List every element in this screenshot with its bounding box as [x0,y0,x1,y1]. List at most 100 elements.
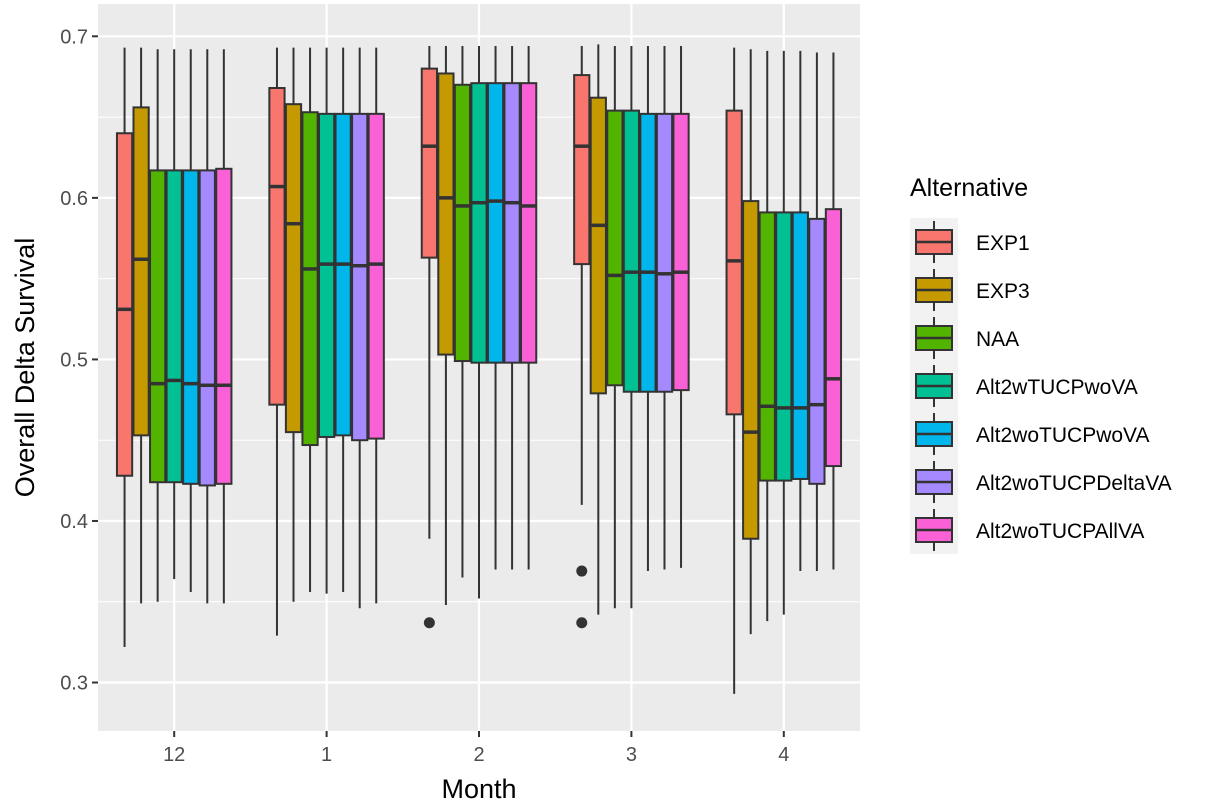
box-EXP3-4 [742,49,760,635]
box-Alt2wTUCPwoVA-3 [622,46,641,609]
legend-label: Alt2wTUCPwoVA [976,376,1138,399]
box-body [470,82,488,364]
box-body [606,109,624,387]
x-tick-label: 2 [473,744,484,766]
box-body [182,169,200,485]
legend-label: Alt2woTUCPDeltaVA [976,472,1172,495]
box-Alt2wTUCPwoVA-2 [470,46,488,599]
box-EXP3-1 [284,47,303,602]
box-body [639,112,657,393]
box-Alt2woTUCPwoVA-1 [334,47,352,593]
x-tick-label: 1 [321,744,332,766]
outlier-point [576,617,588,629]
y-axis-title: Overall Delta Survival [10,238,40,498]
y-tick-label: 0.3 [60,673,88,695]
y-tick-label: 0.4 [60,511,88,533]
box-EXP3-3 [589,44,607,615]
box-body [622,109,641,393]
legend: Alternative EXP1 EXP3 NAA Alt2wTUCPwoVA Alt2… [910,174,1172,554]
y-tick-label: 0.7 [60,26,88,48]
box-EXP1-2 [420,46,438,629]
x-tick-label: 3 [626,744,637,766]
y-tick-label: 0.6 [60,188,88,210]
box-Alt2woTUCPwoVA-4 [791,50,809,572]
box-Alt2woTUCPDeltaVA-2 [503,46,521,570]
box-Alt2woTUCPwoVA-2 [486,46,505,570]
box-Alt2wTUCPwoVA-1 [317,47,336,594]
box-Alt2woTUCPAllVA-1 [367,47,385,604]
x-axis: 12 1 2 3 4 [163,731,789,766]
legend-label: Alt2woTUCPAllVA [976,520,1144,543]
box-body [824,208,843,468]
box-body [317,112,336,438]
box-EXP3-12 [132,47,150,604]
box-Alt2woTUCPwoVA-12 [182,49,200,593]
box-EXP1-4 [725,47,743,694]
box-body [453,83,472,363]
x-axis-title: Month [441,774,516,804]
box-Alt2woTUCPDeltaVA-1 [351,47,369,609]
box-body [165,169,183,484]
box-NAA-2 [453,46,472,578]
box-body [351,112,369,442]
box-body [486,82,505,364]
x-tick-label: 4 [778,744,789,766]
box-Alt2woTUCPAllVA-3 [672,46,690,568]
legend-item: Alt2wTUCPwoVA [915,365,1138,407]
legend-label: EXP3 [976,280,1030,303]
legend-item: EXP1 [915,221,1030,263]
box-body [672,112,690,392]
box-body [437,72,455,356]
box-EXP1-3 [573,46,591,629]
box-EXP3-2 [437,46,455,605]
box-body [115,132,134,477]
box-Alt2wTUCPwoVA-4 [775,50,793,615]
legend-items: EXP1 EXP3 NAA Alt2wTUCPwoVA Alt2woTUCPwoVA Al… [910,218,1172,554]
box-Alt2woTUCPAllVA-4 [824,52,843,570]
box-body [520,82,538,364]
box-body [149,169,167,484]
box-EXP1-1 [268,47,286,636]
y-axis: 0.3 0.4 0.5 0.6 0.7 [60,26,98,695]
box-Alt2woTUCPwoVA-3 [639,46,657,572]
box-body [655,112,674,393]
box-body [334,112,352,437]
box-NAA-3 [606,46,624,609]
box-body [198,169,216,487]
legend-item: Alt2woTUCPDeltaVA [915,461,1172,503]
legend-label: Alt2woTUCPwoVA [976,424,1150,447]
box-body [284,103,303,434]
box-body [215,167,233,485]
box-body [589,96,607,395]
box-NAA-12 [149,49,167,602]
outlier-point [576,565,588,577]
box-Alt2wTUCPwoVA-12 [165,49,183,580]
legend-title: Alternative [910,174,1028,202]
box-body [301,111,319,447]
box-NAA-1 [301,47,319,593]
box-body [808,217,826,485]
box-body [268,87,286,406]
y-tick-label: 0.5 [60,349,88,371]
box-body [503,82,521,364]
box-body [758,211,776,482]
box-body [367,112,385,440]
box-NAA-4 [758,50,776,622]
boxes-layer [115,44,843,694]
outlier-point [423,617,435,629]
box-body [742,200,760,540]
box-body [420,67,438,259]
box-EXP1-12 [115,47,134,647]
box-body [775,211,793,482]
box-body [791,211,809,480]
legend-label: EXP1 [976,232,1030,255]
box-body [573,74,591,266]
legend-item: Alt2woTUCPwoVA [915,413,1150,455]
x-tick-label: 12 [163,744,185,766]
box-Alt2woTUCPDeltaVA-4 [808,52,826,572]
legend-label: NAA [976,328,1019,351]
box-Alt2woTUCPAllVA-12 [215,49,233,604]
box-body [132,106,150,437]
box-Alt2woTUCPDeltaVA-12 [198,49,216,604]
